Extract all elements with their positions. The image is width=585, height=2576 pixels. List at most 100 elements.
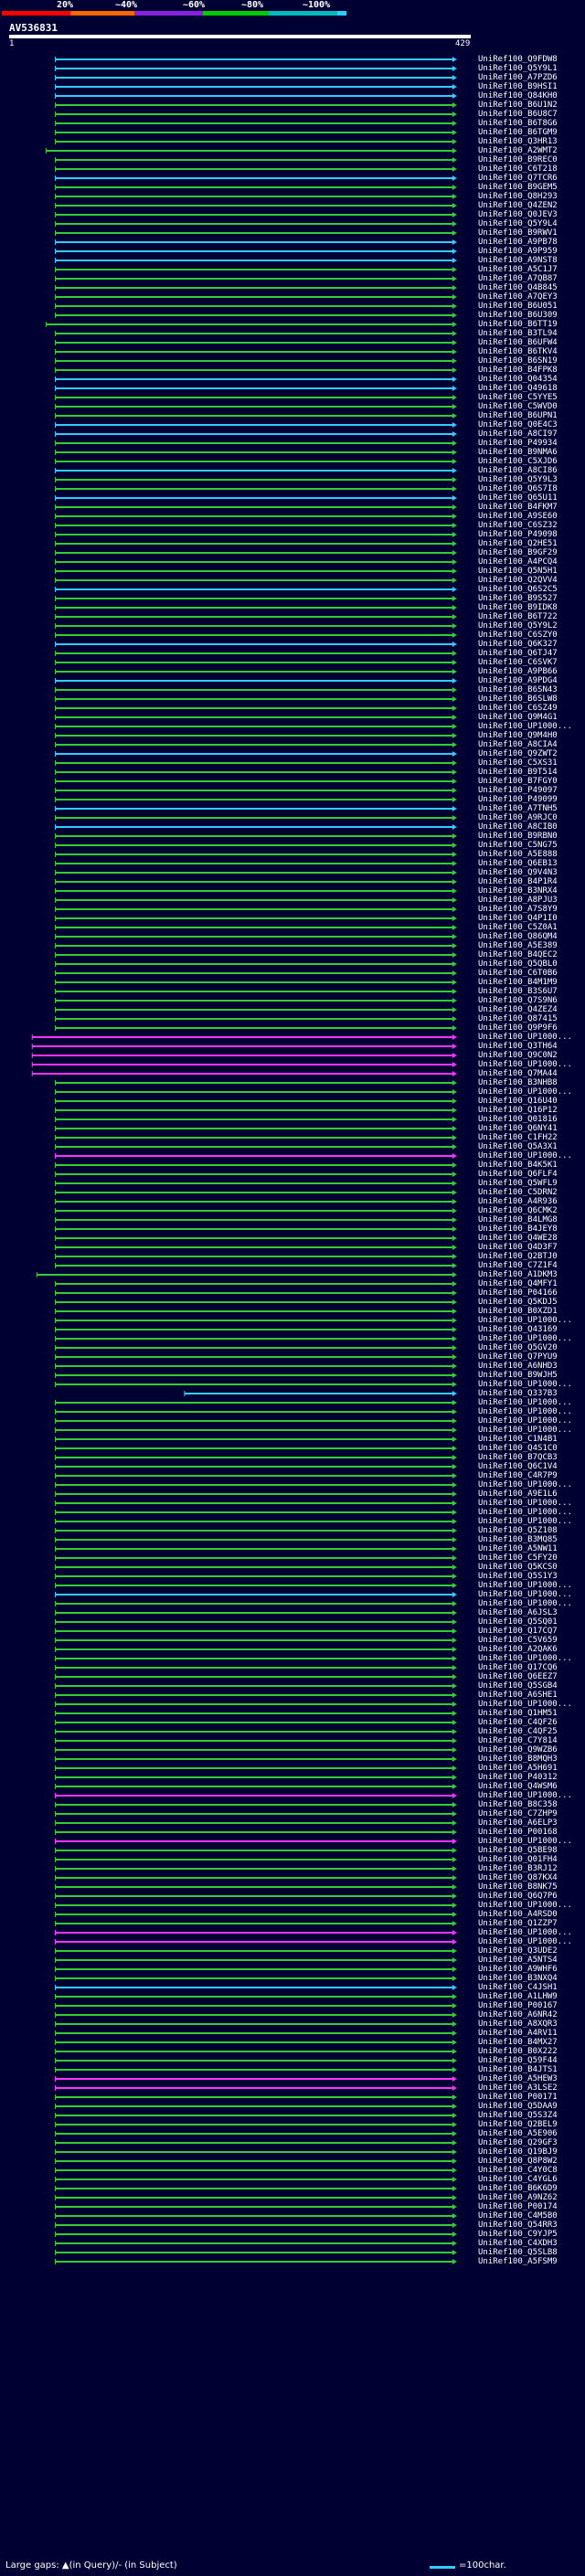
hit-label[interactable]: UniRef100_B3NRX4 [478,886,558,896]
hit-label[interactable]: UniRef100_Q9P9F6 [478,1023,558,1033]
hit-label[interactable]: UniRef100_UP1000... [478,1087,572,1097]
hit-label[interactable]: UniRef100_A6NR42 [478,2010,558,2019]
hit-label[interactable]: UniRef100_C6SZY0 [478,631,558,640]
hit-label[interactable]: UniRef100_Q9C0N2 [478,1051,558,1060]
hit-label[interactable]: UniRef100_A5NTS4 [478,1956,558,1965]
hit-label[interactable]: UniRef100_C4XDH3 [478,2239,558,2248]
hit-label[interactable]: UniRef100_Q8P8W2 [478,2157,558,2166]
hit-label[interactable]: UniRef100_C5FY20 [478,1553,558,1563]
hit-label[interactable]: UniRef100_B7FGY0 [478,777,558,786]
hit-label[interactable]: UniRef100_A8PJU3 [478,896,558,905]
hit-label[interactable]: UniRef100_Q7TCR6 [478,174,558,183]
hit-label[interactable]: UniRef100_A7QEY3 [478,292,558,302]
hit-label[interactable]: UniRef100_C6SZ32 [478,521,558,530]
hit-label[interactable]: UniRef100_B0XZD1 [478,1307,558,1316]
hit-label[interactable]: UniRef100_C4M5B0 [478,2211,558,2221]
hit-label[interactable]: UniRef100_C9YJP5 [478,2230,558,2239]
hit-label[interactable]: UniRef100_Q0JEV3 [478,210,558,219]
hit-label[interactable]: UniRef100_Q6FLF4 [478,1170,558,1179]
hit-label[interactable]: UniRef100_Q9ZWT2 [478,749,558,758]
hit-label[interactable]: UniRef100_B8C358 [478,1800,558,1809]
hit-label[interactable]: UniRef100_B9WJH5 [478,1371,558,1380]
hit-label[interactable]: UniRef100_Q4P1I0 [478,914,558,923]
hit-label[interactable]: UniRef100_C7ZHP9 [478,1809,558,1818]
hit-label[interactable]: UniRef100_C5YYE5 [478,393,558,402]
hit-label[interactable]: UniRef100_B8MQH3 [478,1754,558,1764]
hit-label[interactable]: UniRef100_Q16U40 [478,1097,558,1106]
hit-label[interactable]: UniRef100_Q4S1C0 [478,1444,558,1453]
hit-label[interactable]: UniRef100_C5V659 [478,1636,558,1645]
hit-label[interactable]: UniRef100_Q5GV20 [478,1343,558,1352]
hit-label[interactable]: UniRef100_UP1000... [478,1151,572,1161]
hit-label[interactable]: UniRef100_Q6EEZ7 [478,1672,558,1681]
hit-label[interactable]: UniRef100_A1DKM3 [478,1270,558,1279]
hit-label[interactable]: UniRef100_UP1000... [478,1380,572,1389]
hit-label[interactable]: UniRef100_C5XS31 [478,758,558,768]
hit-label[interactable]: UniRef100_Q4WE28 [478,1234,558,1243]
hit-label[interactable]: UniRef100_Q17CQ6 [478,1663,558,1672]
hit-label[interactable]: UniRef100_B6T8G6 [478,119,558,128]
hit-label[interactable]: UniRef100_Q8H293 [478,192,558,201]
hit-label[interactable]: UniRef100_P49098 [478,530,558,539]
hit-label[interactable]: UniRef100_Q2BTJ0 [478,1252,558,1261]
hit-label[interactable]: UniRef100_Q3TH64 [478,1042,558,1051]
hit-label[interactable]: UniRef100_B3NHB8 [478,1078,558,1087]
hit-label[interactable]: UniRef100_A9E1L6 [478,1489,558,1499]
hit-label[interactable]: UniRef100_Q9V4N3 [478,868,558,877]
hit-label[interactable]: UniRef100_Q01FH4 [478,1855,558,1864]
hit-label[interactable]: UniRef100_P40312 [478,1773,558,1782]
hit-label[interactable]: UniRef100_A4RV11 [478,2029,558,2038]
hit-label[interactable]: UniRef100_Q337B3 [478,1389,558,1398]
hit-label[interactable]: UniRef100_P00168 [478,1828,558,1837]
hit-label[interactable]: UniRef100_Q6S2C5 [478,585,558,594]
hit-label[interactable]: UniRef100_Q9FDW8 [478,55,558,64]
hit-label[interactable]: UniRef100_Q2HE51 [478,539,558,548]
hit-label[interactable]: UniRef100_P04166 [478,1288,558,1298]
hit-label[interactable]: UniRef100_UP1000... [478,1316,572,1325]
hit-label[interactable]: UniRef100_UP1000... [478,722,572,731]
hit-label[interactable]: UniRef100_Q5BE98 [478,1846,558,1855]
hit-label[interactable]: UniRef100_C1FH22 [478,1133,558,1142]
hit-label[interactable]: UniRef100_Q04354 [478,375,558,384]
hit-label[interactable]: UniRef100_Q84KH0 [478,91,558,101]
hit-label[interactable]: UniRef100_B6U8C7 [478,110,558,119]
hit-label[interactable]: UniRef100_Q5S1Y3 [478,1572,558,1581]
hit-label[interactable]: UniRef100_UP1000... [478,1407,572,1416]
hit-label[interactable]: UniRef100_Q4ZEZ4 [478,1005,558,1014]
hit-label[interactable]: UniRef100_B4LMG8 [478,1215,558,1224]
hit-label[interactable]: UniRef100_Q5KDJ5 [478,1298,558,1307]
hit-label[interactable]: UniRef100_Q5QBL0 [478,959,558,969]
hit-label[interactable]: UniRef100_Q1HM51 [478,1709,558,1718]
hit-label[interactable]: UniRef100_Q5KCS0 [478,1563,558,1572]
hit-label[interactable]: UniRef100_A7TNH5 [478,804,558,813]
hit-label[interactable]: UniRef100_Q5N5H1 [478,567,558,576]
hit-label[interactable]: UniRef100_B6U309 [478,311,558,320]
hit-label[interactable]: UniRef100_B9RWV1 [478,228,558,238]
hit-label[interactable]: UniRef100_C5NG75 [478,841,558,850]
hit-label[interactable]: UniRef100_UP1000... [478,1334,572,1343]
hit-label[interactable]: UniRef100_A9SE60 [478,512,558,521]
hit-label[interactable]: UniRef100_A4RSD0 [478,1910,558,1919]
hit-label[interactable]: UniRef100_Q29GF3 [478,2138,558,2147]
hit-label[interactable]: UniRef100_Q43169 [478,1325,558,1334]
hit-label[interactable]: UniRef100_A9PDG4 [478,676,558,685]
hit-label[interactable]: UniRef100_A9NST8 [478,256,558,265]
hit-label[interactable]: UniRef100_Q7MA44 [478,1069,558,1078]
hit-label[interactable]: UniRef100_UP1000... [478,1700,572,1709]
hit-label[interactable]: UniRef100_Q9WZB6 [478,1745,558,1754]
hit-label[interactable]: UniRef100_B6SLW8 [478,694,558,704]
hit-label[interactable]: UniRef100_Q6NY41 [478,1124,558,1133]
hit-label[interactable]: UniRef100_C4YGL6 [478,2175,558,2184]
hit-label[interactable]: UniRef100_A7QB87 [478,274,558,283]
hit-label[interactable]: UniRef100_A5E389 [478,941,558,950]
hit-label[interactable]: UniRef100_B9T514 [478,768,558,777]
hit-label[interactable]: UniRef100_Q5SGB4 [478,1681,558,1691]
hit-label[interactable]: UniRef100_UP1000... [478,1499,572,1508]
hit-label[interactable]: UniRef100_Q16P12 [478,1106,558,1115]
hit-label[interactable]: UniRef100_Q3UDE2 [478,1946,558,1956]
hit-label[interactable]: UniRef100_Q4WSM6 [478,1782,558,1791]
hit-label[interactable]: UniRef100_C6SVK7 [478,658,558,667]
hit-label[interactable]: UniRef100_A6NHD3 [478,1362,558,1371]
hit-label[interactable]: UniRef100_B0X222 [478,2047,558,2056]
hit-label[interactable]: UniRef100_A5FSM9 [478,2257,558,2266]
